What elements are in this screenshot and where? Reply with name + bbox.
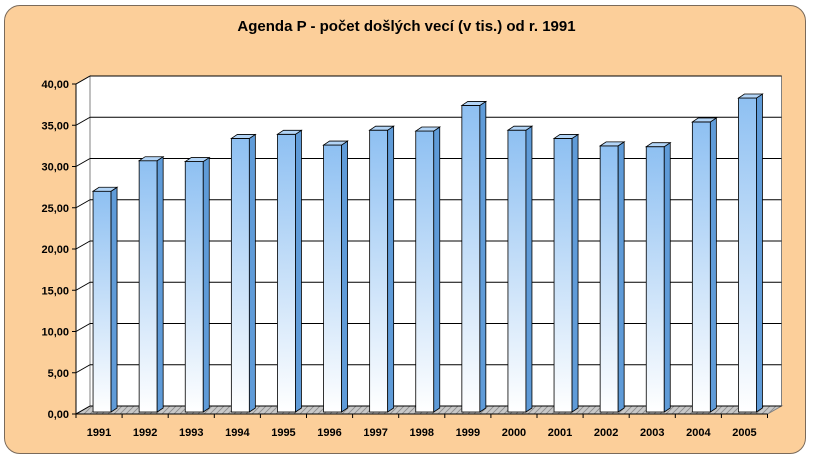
bar-front [184,161,204,413]
x-axis: 1991 1992 1993 1994 1995 1996 1997 1998 1999 2000… [75,413,768,439]
y-tick-label: 20,00 [41,244,69,256]
y-tick-label: 5,00 [48,368,69,380]
bar-2000 [506,125,534,413]
bar-side [571,133,579,413]
gridline-side [75,240,91,250]
bar-front [92,190,112,413]
gridline-side [75,323,91,332]
bar-front [323,144,342,413]
y-tick-label: 40,00 [41,79,69,91]
x-tick-label: 1999 [456,427,480,439]
chart-title: Agenda P - počet došlých vecí (v tis.) o… [237,18,576,35]
y-tick-label: 35,00 [41,120,69,132]
bar-1991 [91,186,119,413]
bar-side [433,126,441,413]
bar-top [737,93,764,99]
x-tick-label: 2003 [640,427,664,439]
bar-side [617,141,625,413]
bar-top [644,142,672,148]
gridline-side [75,75,91,85]
bar-front [230,138,250,413]
bar-top [414,126,442,132]
bar-2001 [552,133,580,413]
bar-1999 [460,100,488,413]
bar-top [322,140,349,146]
x-tick-label: 1997 [363,427,387,439]
bar-top [230,134,257,139]
bar-side [663,141,671,413]
x-tick-label: 2005 [732,427,756,439]
bar-front [738,97,757,413]
x-tick-label: 1995 [271,427,295,439]
x-tick-label: 1994 [225,427,250,439]
bar-front [415,130,435,413]
bar-1996 [322,140,349,413]
y-tick-label: 10,00 [41,327,69,339]
y-tick-label: 25,00 [41,203,69,215]
bar-side [387,125,395,413]
y-tick-label: 15,00 [41,285,69,297]
gridline-side [75,281,91,291]
bar-2005 [737,93,764,413]
bar-2004 [691,117,718,413]
bar-side [709,117,717,413]
bar-1992 [137,155,165,413]
bar-front [691,121,711,413]
gridline-side [75,364,91,374]
gridline-side [75,199,91,209]
gridline-side [75,116,91,126]
bar-top [460,101,488,106]
x-tick-label: 2000 [502,427,526,439]
bar-front [645,146,665,413]
y-axis: 0,00 5,00 10,00 15,00 20,00 25,00 30,00 35,00 40… [41,79,77,421]
bar-1994 [230,133,257,413]
x-tick-label: 1993 [179,427,203,439]
x-tick-label: 1998 [410,427,434,439]
bar-1993 [183,156,211,413]
bar-front [277,133,296,413]
bar-front [507,129,527,413]
bar-top [552,134,580,139]
bar-front [553,138,573,413]
gridline-side [75,405,91,415]
bar-top [598,141,626,147]
x-tick-label: 2004 [686,427,711,439]
x-tick-label: 2002 [594,427,618,439]
bar-top [183,157,211,162]
bar-top [137,156,165,162]
bar-side [479,100,487,413]
bar-side [110,186,118,413]
bar-1997 [368,125,395,413]
bar-top [276,129,303,135]
bar-front [138,160,158,413]
x-tick-label: 1992 [133,427,157,439]
bar-side [248,133,256,413]
bar-side [156,155,164,413]
x-tick-label: 2001 [548,427,572,439]
bar-1998 [414,126,442,413]
bar-side [525,125,533,413]
bar-top [368,125,395,131]
bar-top [506,125,534,131]
bars [91,93,764,413]
bar-1995 [276,129,303,413]
x-tick-label: 1991 [87,427,111,439]
bar-side [341,140,348,413]
bar-top [91,186,119,192]
bar-2003 [644,141,672,413]
bar-front [599,145,619,413]
bar-side [756,93,763,413]
gridline-side [75,158,91,167]
bar-front [461,105,481,413]
x-tick-label: 1996 [317,427,341,439]
y-tick-label: 0,00 [48,409,69,421]
bar-side [202,156,210,413]
bar-top [691,117,718,123]
bar-2002 [598,141,626,413]
y-tick-label: 30,00 [41,162,69,174]
bar-front [369,129,389,413]
bar-side [295,129,302,413]
